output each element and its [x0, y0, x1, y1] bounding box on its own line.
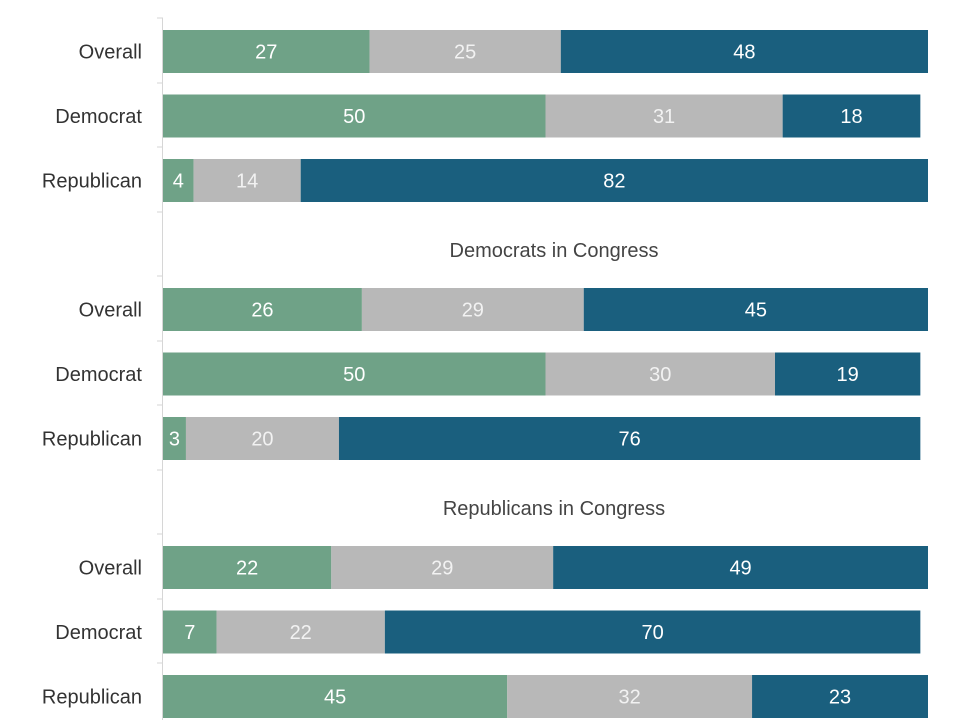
data-label: 31 [653, 106, 675, 128]
category-label: Overall [79, 42, 142, 64]
data-label: 29 [462, 300, 484, 322]
category-label: Republican [42, 429, 142, 451]
data-label: 30 [649, 364, 671, 386]
data-label: 22 [290, 622, 312, 644]
data-label: 70 [641, 622, 663, 644]
bar-segment [163, 610, 217, 654]
data-label: 45 [324, 687, 346, 709]
category-label: Overall [79, 300, 142, 322]
data-label: 45 [745, 300, 767, 322]
group-title: President Biden [483, 0, 624, 4]
bar-segment [300, 159, 928, 202]
data-label: 29 [431, 558, 453, 580]
bar-segment [163, 675, 508, 718]
data-label: 27 [255, 42, 277, 64]
data-label: 3 [169, 429, 180, 451]
bar-segment [361, 288, 584, 331]
bar-segment [163, 352, 546, 396]
data-label: 18 [840, 106, 862, 128]
bar-segment [193, 159, 301, 202]
bar-segment [553, 546, 928, 589]
bar-segment [163, 159, 194, 202]
data-label: 50 [343, 106, 365, 128]
data-label: 22 [236, 558, 258, 580]
bar-segment [163, 417, 186, 460]
bar-segment [775, 352, 921, 396]
data-label: 32 [619, 687, 641, 709]
bar-segment [331, 546, 554, 589]
group-title: Democrats in Congress [450, 240, 659, 262]
data-label: 48 [733, 42, 755, 64]
bar-segment [163, 288, 362, 331]
group-title: Republicans in Congress [443, 498, 665, 520]
bar-segment [163, 546, 332, 589]
bar-segment [583, 288, 928, 331]
data-label: 7 [184, 622, 195, 644]
data-label: 50 [343, 364, 365, 386]
bar-segment [782, 94, 921, 138]
category-label: Democrat [55, 622, 142, 644]
data-label: 23 [829, 687, 851, 709]
bar-segment [216, 610, 385, 654]
category-label: Democrat [55, 106, 142, 128]
data-label: 14 [236, 171, 258, 193]
category-label: Democrat [55, 364, 142, 386]
data-label: 19 [837, 364, 859, 386]
bar-segment [185, 417, 339, 460]
data-label: 76 [619, 429, 641, 451]
bar-segment [369, 30, 561, 73]
bar-segment [560, 30, 928, 73]
category-label: Republican [42, 171, 142, 193]
bar-segment [752, 675, 928, 718]
bar-segment [507, 675, 753, 718]
bar-segment [338, 417, 921, 460]
data-label: 82 [603, 171, 625, 193]
bar-segment [163, 30, 370, 73]
category-label: Republican [42, 687, 142, 709]
data-label: 26 [251, 300, 273, 322]
bar-segment [163, 94, 546, 138]
data-label: 20 [251, 429, 273, 451]
category-label: Overall [79, 558, 142, 580]
data-label: 4 [173, 171, 184, 193]
bar-segment [384, 610, 921, 654]
data-label: 49 [729, 558, 751, 580]
bar-segment [545, 352, 775, 396]
bar-segment [545, 94, 783, 138]
data-label: 25 [454, 42, 476, 64]
